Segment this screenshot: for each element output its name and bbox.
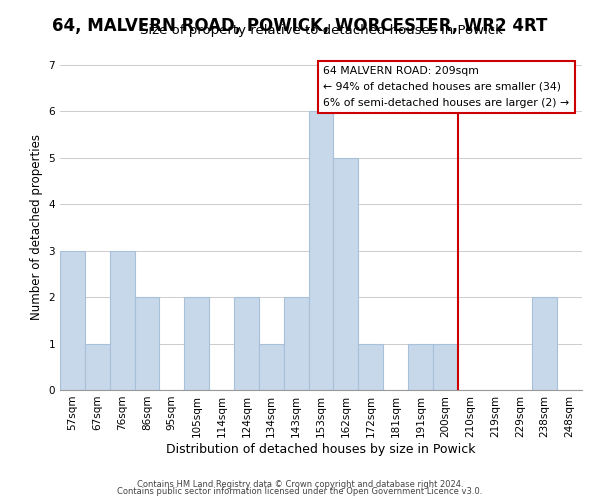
Bar — [532, 297, 557, 390]
Bar — [234, 297, 259, 390]
Text: Contains HM Land Registry data © Crown copyright and database right 2024.: Contains HM Land Registry data © Crown c… — [137, 480, 463, 489]
Bar — [334, 158, 358, 390]
Bar — [284, 297, 308, 390]
Bar — [259, 344, 284, 390]
Y-axis label: Number of detached properties: Number of detached properties — [30, 134, 43, 320]
Bar — [433, 344, 458, 390]
Bar — [85, 344, 110, 390]
Text: 64, MALVERN ROAD, POWICK, WORCESTER, WR2 4RT: 64, MALVERN ROAD, POWICK, WORCESTER, WR2… — [52, 18, 548, 36]
Title: Size of property relative to detached houses in Powick: Size of property relative to detached ho… — [140, 24, 502, 38]
Text: 64 MALVERN ROAD: 209sqm
← 94% of detached houses are smaller (34)
6% of semi-det: 64 MALVERN ROAD: 209sqm ← 94% of detache… — [323, 66, 569, 108]
Bar — [110, 250, 134, 390]
Text: Contains public sector information licensed under the Open Government Licence v3: Contains public sector information licen… — [118, 488, 482, 496]
Bar — [408, 344, 433, 390]
Bar — [134, 297, 160, 390]
X-axis label: Distribution of detached houses by size in Powick: Distribution of detached houses by size … — [166, 442, 476, 456]
Bar — [358, 344, 383, 390]
Bar — [184, 297, 209, 390]
Bar — [60, 250, 85, 390]
Bar — [308, 112, 334, 390]
